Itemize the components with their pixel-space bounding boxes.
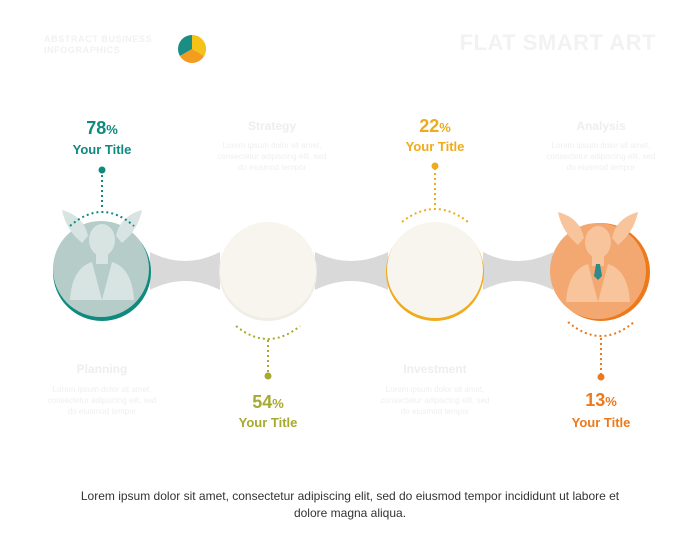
pie-chart-logo-icon bbox=[178, 35, 206, 63]
step-circle-2 bbox=[219, 222, 317, 321]
leader-1 bbox=[69, 170, 135, 227]
ghost-block-text-2: Lorem ipsum dolor sit amet, consectetur … bbox=[546, 141, 656, 172]
businessman-icon bbox=[62, 210, 142, 300]
percent-label-2: 54% bbox=[252, 392, 284, 412]
connector-3-4 bbox=[483, 252, 553, 290]
leader-2 bbox=[235, 325, 301, 374]
ghost-block-text-1: Lorem ipsum dolor sit amet, consectetur … bbox=[217, 141, 327, 172]
ghost-block-title-2: Analysis bbox=[576, 119, 626, 133]
leader-dot-4 bbox=[597, 373, 605, 381]
percent-label-4: 13% bbox=[585, 390, 617, 410]
item-title-3: Your Title bbox=[405, 139, 465, 154]
ghost-block-title-1: Strategy bbox=[247, 119, 297, 133]
connector-1-2 bbox=[150, 252, 220, 290]
leader-dot-2 bbox=[264, 372, 272, 380]
ghost-block-title-4: Investment bbox=[403, 362, 467, 376]
leader-dot-3 bbox=[431, 162, 439, 170]
logo-text: ABSTRACT BUSINESS INFOGRAPHICS bbox=[44, 34, 153, 55]
ghost-block-title-3: Planning bbox=[76, 362, 128, 376]
leader-dot-1 bbox=[98, 166, 106, 174]
leader-4 bbox=[567, 321, 635, 374]
percent-label-3: 22% bbox=[419, 116, 451, 136]
connector-band bbox=[150, 252, 553, 290]
step-circle-3 bbox=[386, 222, 484, 321]
ghost-block-text-4: Lorem ipsum dolor sit amet, consectetur … bbox=[380, 385, 490, 416]
item-title-2: Your Title bbox=[238, 415, 298, 430]
step-circle-4 bbox=[550, 212, 650, 321]
caption-text: Lorem ipsum dolor sit amet, consectetur … bbox=[80, 489, 620, 520]
header-title: FLAT SMART ART bbox=[459, 30, 656, 55]
step-circle-1 bbox=[53, 210, 151, 321]
tie-icon bbox=[594, 264, 602, 280]
item-title-1: Your Title bbox=[72, 142, 132, 157]
percent-label-1: 78% bbox=[86, 118, 118, 138]
leader-3 bbox=[401, 168, 469, 223]
item-title-4: Your Title bbox=[571, 415, 631, 430]
ghost-block-text-3: Lorem ipsum dolor sit amet, consectetur … bbox=[47, 385, 157, 416]
connector-2-3 bbox=[315, 252, 388, 290]
businessman-icon bbox=[558, 212, 638, 302]
